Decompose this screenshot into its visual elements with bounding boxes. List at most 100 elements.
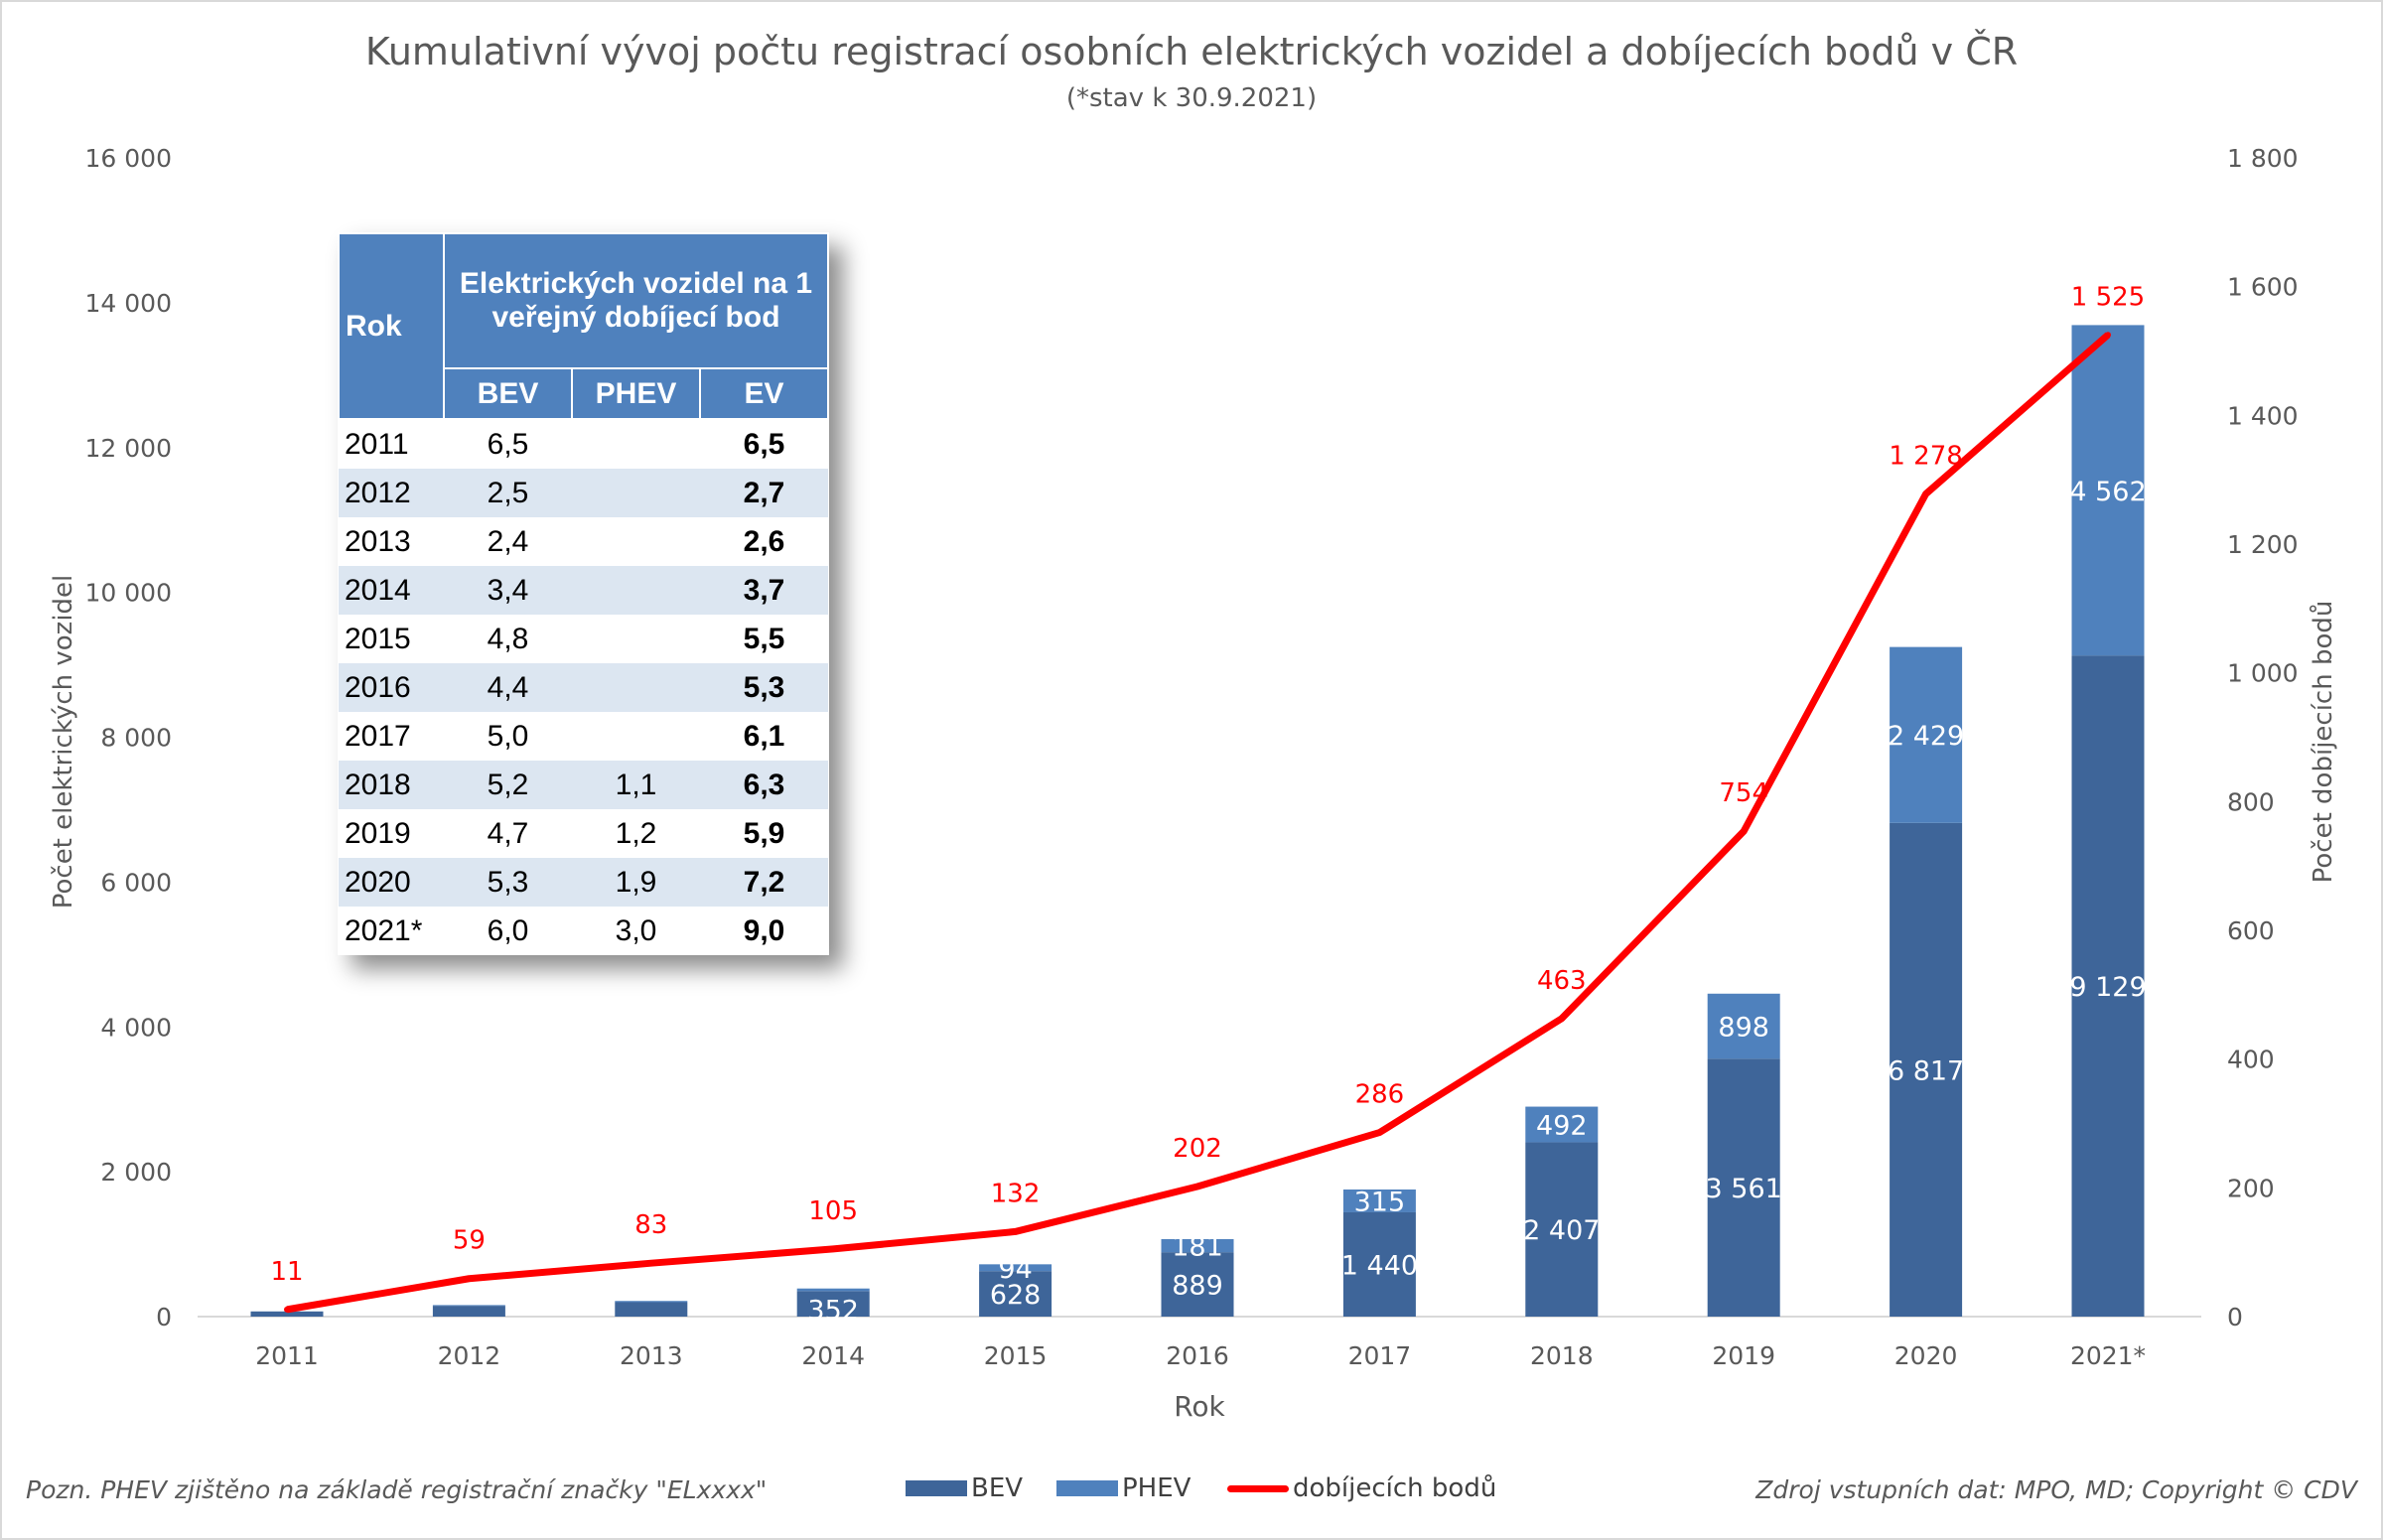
x-tick-label: 2012 — [438, 1341, 501, 1370]
bar-phev — [615, 1301, 688, 1303]
cell-ev: 2,6 — [743, 524, 785, 558]
legend-label: BEV — [971, 1473, 1024, 1503]
line-point — [830, 1245, 837, 1252]
y2-tick-label: 1 800 — [2227, 144, 2299, 173]
table-row: 2020 5,3 1,9 7,2 — [339, 858, 828, 907]
line-point — [1741, 828, 1748, 835]
bar-bev — [1342, 1211, 1416, 1317]
x-tick-label: 2016 — [1166, 1341, 1229, 1370]
y2-tick-label: 600 — [2227, 916, 2275, 945]
cell-phev: 1,2 — [615, 816, 657, 850]
legend-label: PHEV — [1122, 1473, 1192, 1503]
line-label: 463 — [1537, 966, 1587, 996]
y-tick-label: 16 000 — [85, 144, 172, 173]
bar-label-phev: 94 — [998, 1254, 1032, 1285]
y-tick-label: 8 000 — [100, 724, 172, 753]
cell-ev: 9,0 — [743, 913, 785, 947]
bar-phev — [1707, 993, 1780, 1059]
y-tick-label: 2 000 — [100, 1158, 172, 1187]
source-note: Zdroj vstupních dat: MPO, MD; Copyright … — [1755, 1475, 2357, 1504]
cell-rok: 2011 — [345, 427, 409, 461]
table-header-bev: BEV — [443, 367, 573, 420]
bar-label-phev: 4 562 — [2069, 477, 2146, 507]
cell-rok: 2013 — [345, 524, 411, 558]
y-tick-label: 4 000 — [100, 1013, 172, 1042]
cell-phev — [572, 419, 700, 469]
line-label: 1 525 — [2071, 282, 2145, 312]
table-row: 2014 3,4 3,7 — [339, 566, 828, 615]
y-tick-label: 0 — [156, 1303, 172, 1331]
line-label: 754 — [1719, 778, 1768, 808]
line-point — [1922, 490, 1929, 497]
bar-label-bev: 889 — [1172, 1271, 1223, 1302]
cell-bev: 2,5 — [444, 469, 572, 517]
line-point — [284, 1306, 290, 1313]
bar-label-phev: 492 — [1536, 1110, 1588, 1141]
cell-ev: 5,3 — [700, 663, 828, 712]
line-point — [1558, 1015, 1565, 1022]
bar-bev — [1890, 822, 1963, 1317]
bar-bev — [1525, 1142, 1599, 1317]
bar-label-bev: 9 129 — [2069, 972, 2146, 1003]
cell-bev: 2,4 — [487, 524, 529, 558]
line-point — [1012, 1228, 1019, 1235]
cell-ev: 3,7 — [700, 566, 828, 615]
cell-ev: 2,7 — [700, 469, 828, 517]
bar-label-bev: 628 — [990, 1280, 1042, 1311]
y-tick-label: 14 000 — [85, 289, 172, 318]
cell-ev: 5,5 — [743, 622, 785, 655]
y2-tick-label: 0 — [2227, 1303, 2243, 1331]
cell-bev: 3,4 — [444, 566, 572, 615]
cell-ev: 6,3 — [700, 761, 828, 809]
cell-phev: 1,1 — [572, 761, 700, 809]
y2-axis-title: Počet dobíjecích bodů — [2309, 601, 2338, 884]
cell-ev: 7,2 — [700, 858, 828, 907]
table-row: 2019 4,7 1,2 5,9 — [339, 809, 828, 858]
table-header-group: Elektrických vozidel na 1 veřejný dobíje… — [443, 232, 829, 369]
x-tick-label: 2014 — [801, 1341, 865, 1370]
chart-title: Kumulativní vývoj počtu registrací osobn… — [364, 30, 2019, 73]
table-header-ev: EV — [699, 367, 829, 420]
line-label: 286 — [1355, 1080, 1405, 1110]
table-row: 2015 4,8 5,5 — [339, 615, 828, 663]
bar-phev — [979, 1264, 1052, 1272]
line-label: 202 — [1173, 1134, 1222, 1164]
bar-bev — [250, 1311, 324, 1317]
cell-bev: 6,0 — [487, 913, 529, 947]
bar-bev — [2071, 655, 2145, 1317]
cell-bev: 5,2 — [444, 761, 572, 809]
y2-tick-label: 800 — [2227, 787, 2275, 816]
bar-bev — [1161, 1252, 1234, 1317]
y2-tick-label: 1 600 — [2227, 273, 2299, 302]
y-axis-title: Počet elektrických vozidel — [49, 575, 78, 910]
cell-phev — [572, 712, 700, 761]
bar-label-phev: 898 — [1718, 1013, 1769, 1044]
cell-bev: 4,4 — [444, 663, 572, 712]
cell-phev — [572, 663, 700, 712]
bar-label-bev: 3 561 — [1706, 1174, 1782, 1204]
cell-rok: 2012 — [339, 469, 444, 517]
cell-phev: 1,9 — [572, 858, 700, 907]
y2-tick-label: 1 000 — [2227, 659, 2299, 688]
bar-bev — [432, 1306, 505, 1317]
bar-phev — [1525, 1106, 1599, 1143]
x-tick-label: 2021* — [2070, 1341, 2146, 1370]
bar-bev — [979, 1271, 1052, 1317]
bar-phev — [1161, 1238, 1234, 1253]
line-label: 1 278 — [1889, 441, 1962, 471]
line-point — [2105, 332, 2111, 339]
legend-label: dobíjecích bodů — [1293, 1473, 1497, 1503]
y2-tick-label: 1 400 — [2227, 401, 2299, 430]
bar-phev — [432, 1305, 505, 1307]
bar-label-bev: 1 440 — [1341, 1250, 1418, 1281]
cell-rok: 2020 — [339, 858, 444, 907]
legend-item-charging: dobíjecích bodů — [1227, 1473, 1496, 1503]
cell-rok: 2019 — [345, 816, 411, 850]
legend-swatch — [906, 1480, 967, 1496]
x-tick-label: 2013 — [620, 1341, 683, 1370]
line-point — [466, 1275, 473, 1282]
cell-phev: 3,0 — [615, 913, 657, 947]
ratio-table: Rok Elektrických vozidel na 1 veřejný do… — [338, 232, 829, 955]
